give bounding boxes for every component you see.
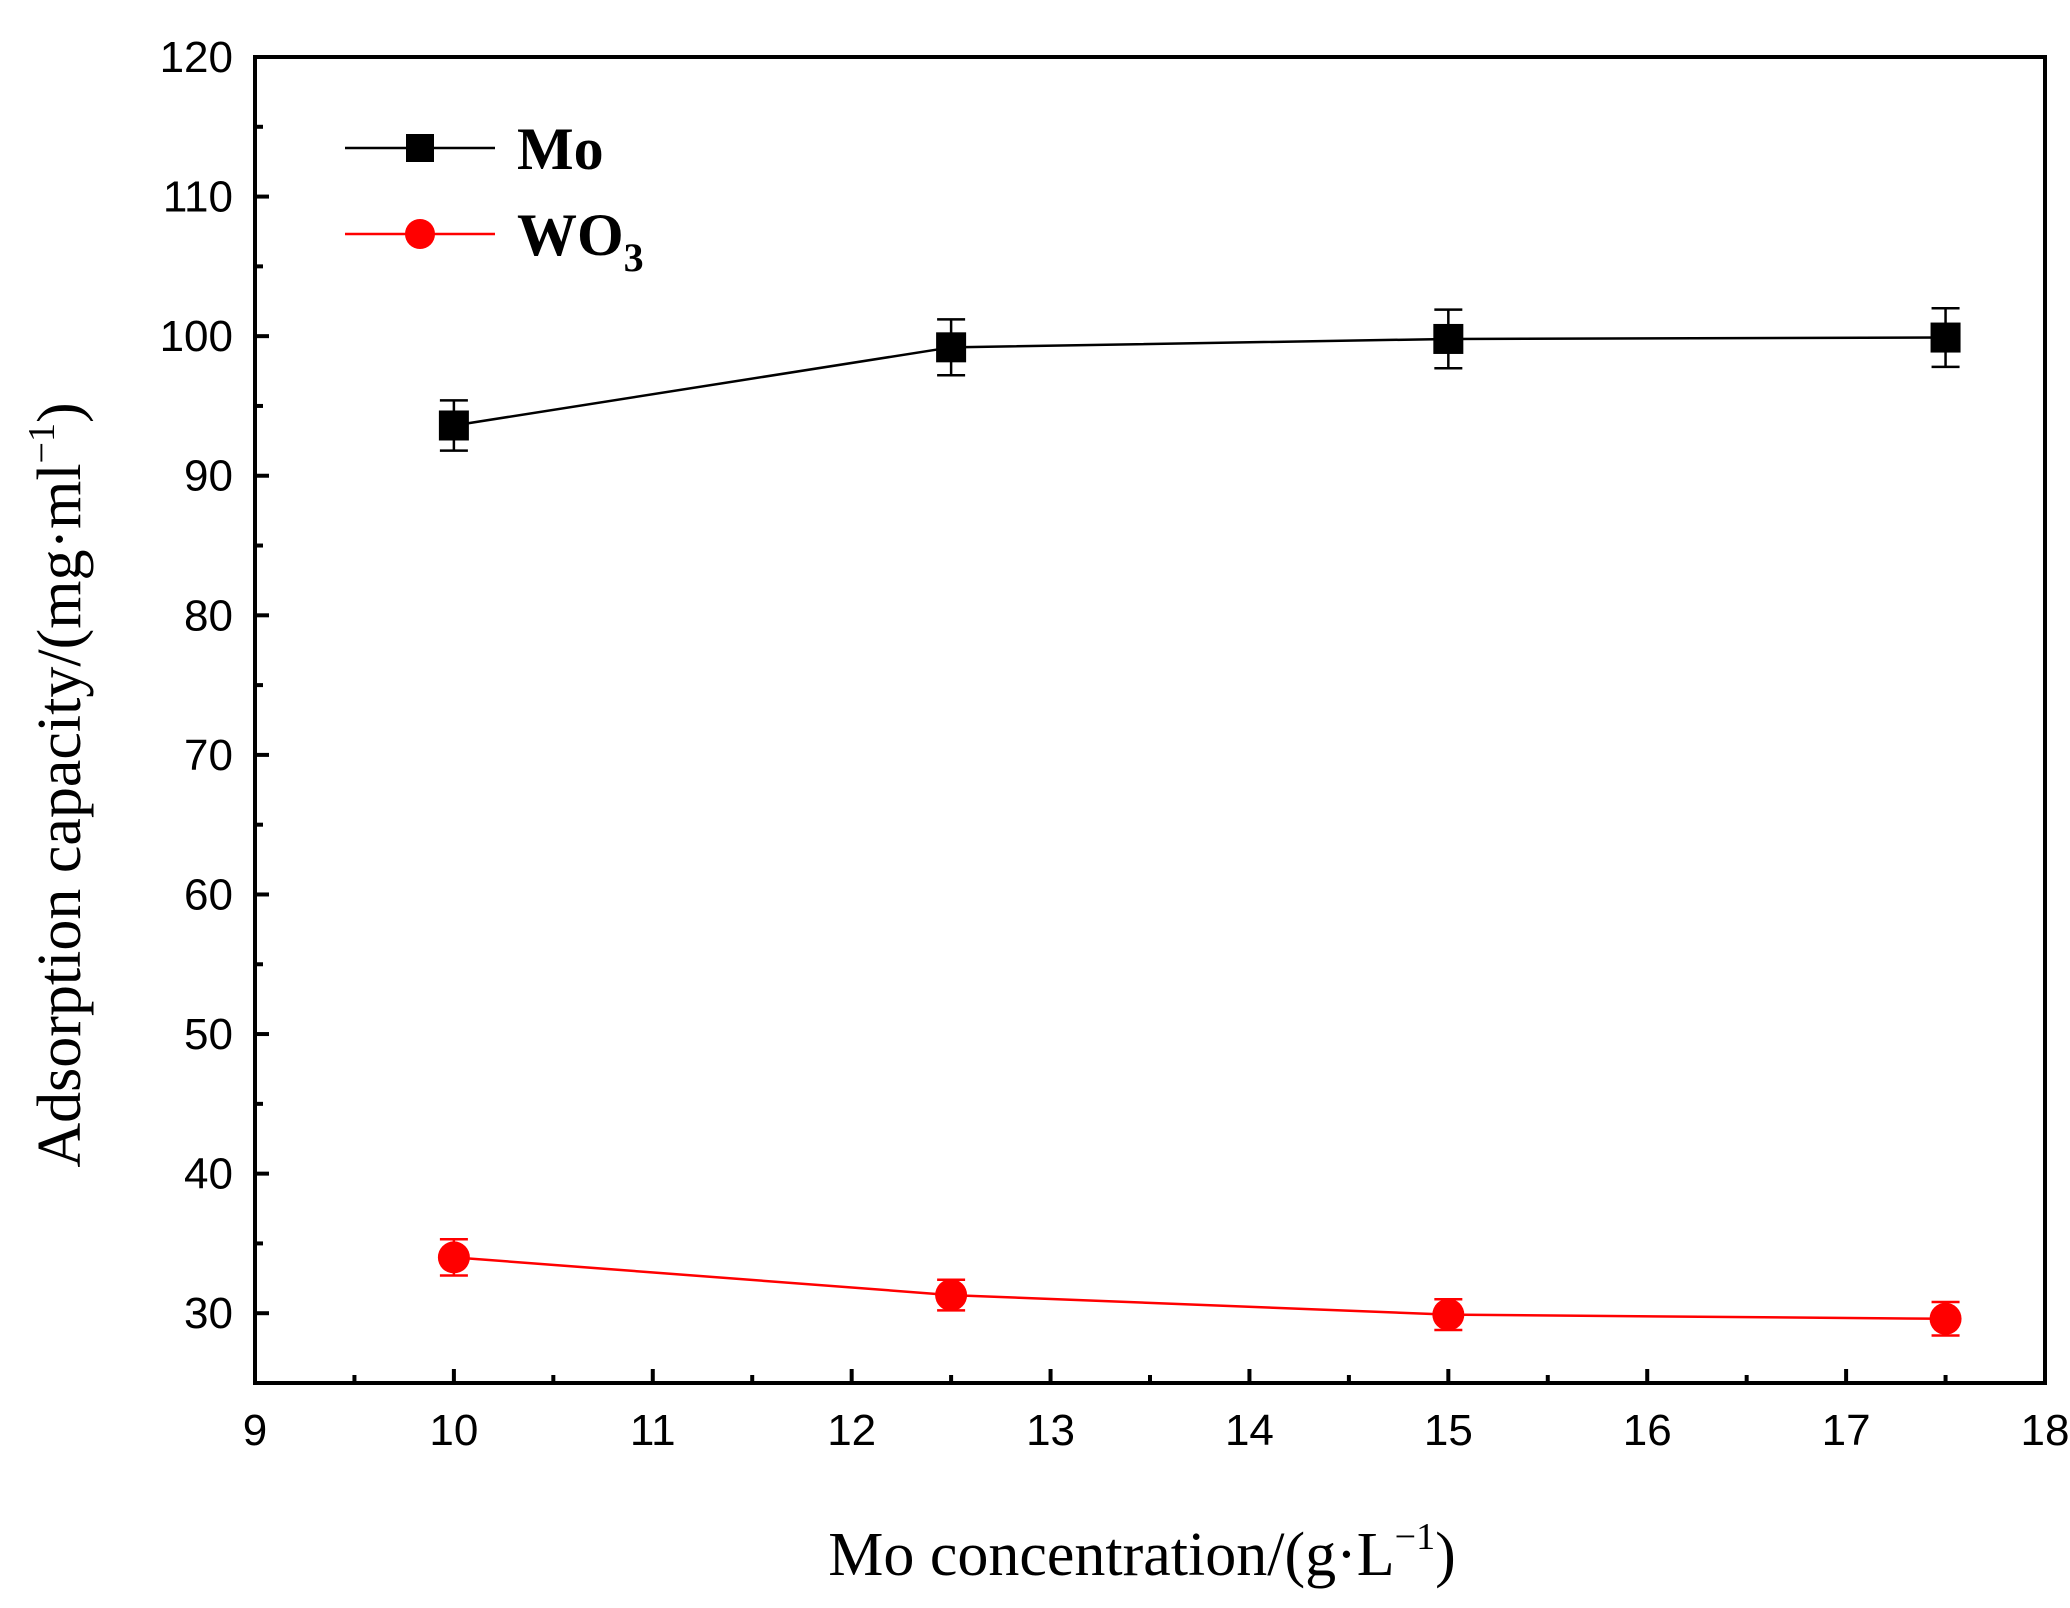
y-tick-label: 120	[160, 33, 233, 82]
legend-label-main: WO	[517, 202, 624, 268]
data-point	[438, 410, 469, 441]
data-point	[936, 332, 967, 363]
x-tick-label: 9	[243, 1406, 267, 1455]
legend: Mo WO3	[345, 116, 644, 280]
x-tick-label: 16	[1623, 1406, 1672, 1455]
x-tick-label: 18	[2021, 1406, 2070, 1455]
data-point	[1929, 1302, 1962, 1335]
series-line-mo	[453, 336, 1946, 427]
series-line-wo3	[453, 1256, 1946, 1321]
x-tick-label: 11	[630, 1406, 676, 1455]
x-axis-title: Mo concentration/(g·L−1)	[828, 1516, 1456, 1589]
data-point	[1930, 322, 1961, 353]
data-point	[1432, 1298, 1465, 1331]
data-point	[1433, 323, 1464, 354]
y-tick-label: 110	[163, 173, 233, 222]
legend-label: Mo	[517, 116, 604, 182]
legend-label: WO3	[517, 202, 644, 280]
y-axis-title: Adsorption capacity/(mg·ml−1)	[21, 402, 94, 1167]
y-tick-label: 70	[184, 731, 233, 780]
y-tick-label: 60	[184, 870, 233, 919]
legend-marker	[405, 219, 435, 249]
y-tick-label: 30	[184, 1289, 233, 1338]
legend-item-wo3: WO3	[345, 202, 644, 280]
x-tick-label: 14	[1225, 1406, 1274, 1455]
y-tick-label: 40	[184, 1150, 233, 1199]
x-tick-label: 17	[1822, 1406, 1871, 1455]
x-tick-label: 15	[1424, 1406, 1473, 1455]
y-tick-label: 80	[184, 591, 233, 640]
legend-label-subscript: 3	[624, 235, 644, 280]
series-mo	[438, 306, 1961, 452]
x-tick-label: 13	[1026, 1406, 1075, 1455]
y-tick-label: 90	[184, 452, 233, 501]
legend-marker	[406, 134, 434, 162]
y-tick-label: 50	[184, 1010, 233, 1059]
legend-label-main: Mo	[517, 116, 604, 182]
legend-item-mo: Mo	[345, 116, 604, 182]
x-axis: 9 10 11 12 13 14 15 16 17 18	[243, 1369, 2070, 1455]
series-layer	[437, 306, 1962, 1337]
x-tick-label: 10	[429, 1406, 478, 1455]
data-point	[935, 1279, 968, 1312]
y-tick-label: 100	[160, 312, 233, 361]
data-point	[437, 1241, 470, 1274]
series-wo3	[437, 1237, 1962, 1337]
y-axis: 30 40 50 60 70 80 90 100 110 120	[160, 33, 269, 1385]
x-tick-label: 12	[827, 1406, 876, 1455]
